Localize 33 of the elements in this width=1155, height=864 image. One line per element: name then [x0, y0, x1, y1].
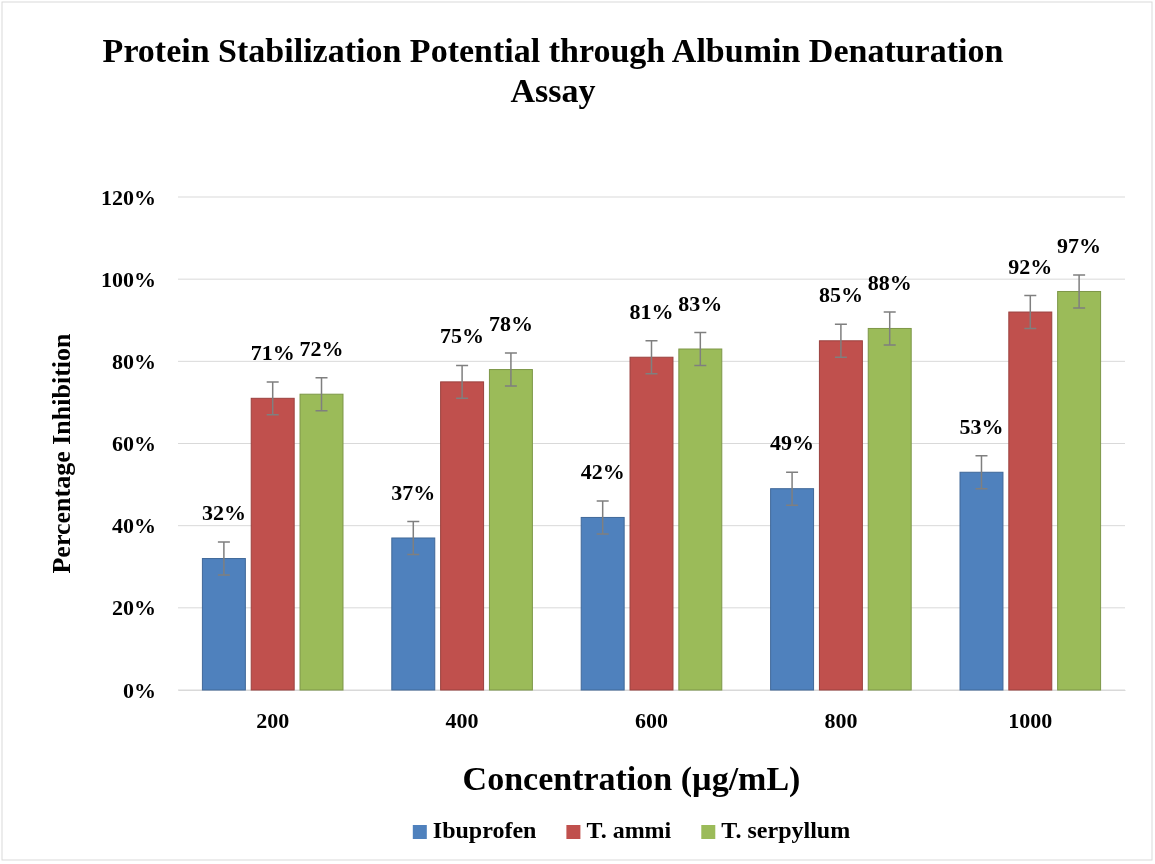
data-label: 37% — [391, 479, 436, 505]
y-tick-label: 0% — [123, 677, 156, 703]
y-tick-label: 20% — [112, 595, 156, 621]
data-label: 42% — [580, 459, 625, 485]
x-axis-title: Concentration (µg/mL) — [462, 760, 801, 798]
data-label: 85% — [818, 282, 863, 308]
data-label: 32% — [201, 500, 246, 526]
y-tick-label: 60% — [112, 431, 156, 457]
data-label: 97% — [1057, 233, 1102, 259]
y-tick-label: 100% — [101, 266, 156, 292]
x-tick-label: 200 — [256, 707, 290, 733]
data-label: 72% — [299, 335, 344, 361]
data-label: 81% — [629, 298, 674, 324]
data-label: 71% — [250, 339, 295, 365]
chart-title: Protein Stabilization Potential through Albumin Denaturation Assay — [102, 32, 1004, 109]
x-tick-label: 600 — [635, 707, 668, 733]
x-tick-label: 1000 — [1008, 707, 1053, 733]
data-label: 92% — [1008, 253, 1053, 279]
y-tick-label: 120% — [101, 184, 156, 210]
data-label: 53% — [959, 413, 1004, 439]
data-label: 78% — [488, 311, 533, 337]
data-label: 49% — [770, 430, 815, 456]
legend-label: T. serpyllum — [721, 817, 851, 843]
data-label: 88% — [867, 270, 912, 296]
y-tick-label: 40% — [112, 513, 156, 539]
data-label: 83% — [678, 290, 723, 316]
y-tick-label: 80% — [112, 348, 156, 374]
legend-label: Ibuprofen — [432, 817, 537, 843]
data-label: 75% — [440, 323, 485, 349]
x-tick-label: 800 — [824, 707, 858, 733]
legend-label: T. ammi — [586, 817, 672, 843]
y-axis-title: Percentage Inhibition — [47, 332, 76, 574]
x-tick-label: 400 — [445, 707, 479, 733]
